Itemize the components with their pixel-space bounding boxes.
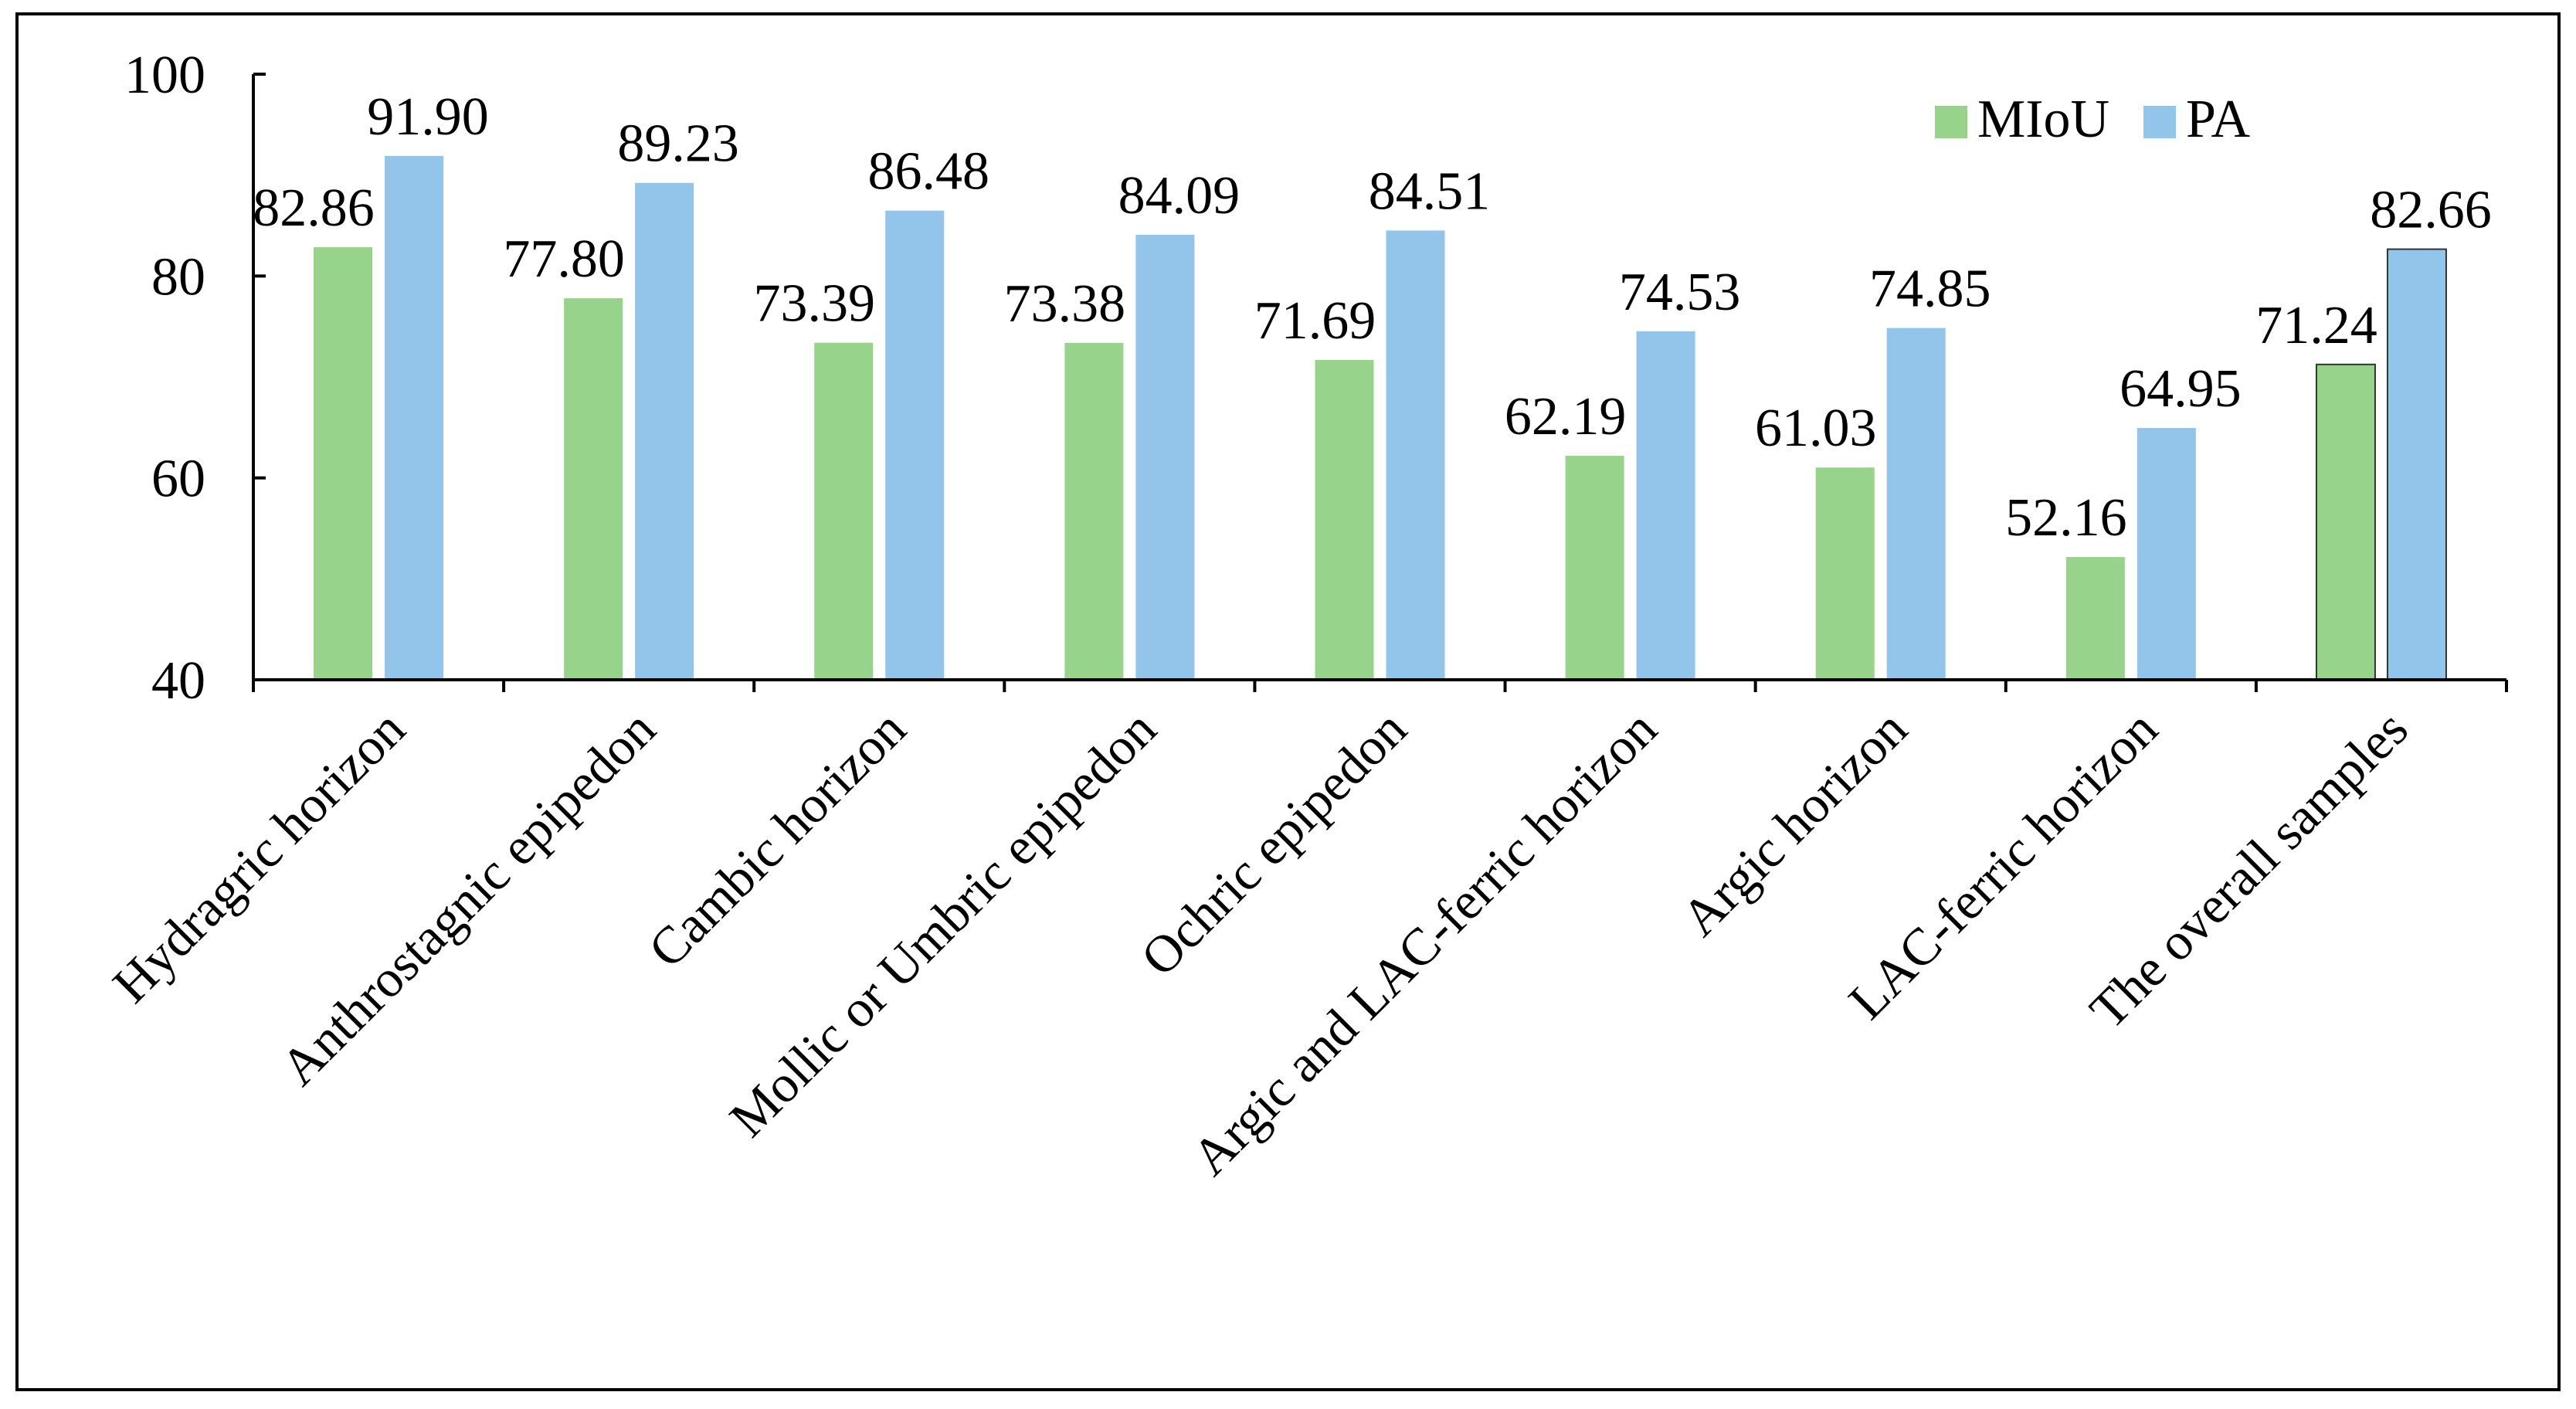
data-label-pa-1: 89.23: [617, 114, 739, 174]
bar-pa-2: [885, 210, 945, 680]
bar-miou-7: [2065, 557, 2125, 680]
bar-miou-5: [1565, 456, 1624, 680]
data-label-pa-0: 91.90: [367, 87, 489, 147]
data-label-pa-2: 86.48: [868, 142, 990, 202]
data-label-miou-4: 71.69: [1254, 291, 1376, 351]
data-label-miou-7: 52.16: [2005, 488, 2127, 548]
bar-pa-1: [635, 182, 694, 680]
bar-miou-0: [314, 246, 373, 681]
bar-miou-6: [1815, 467, 1875, 680]
data-label-pa-5: 74.53: [1619, 263, 1741, 322]
bar-miou-1: [564, 298, 623, 680]
data-label-miou-1: 77.80: [503, 229, 625, 289]
bar-pa-7: [2136, 427, 2196, 680]
data-label-miou-0: 82.86: [253, 178, 375, 238]
bar-pa-5: [1636, 331, 1695, 680]
bar-pa-4: [1386, 230, 1445, 680]
y-tick-label-2: 80: [151, 247, 205, 307]
bar-pa-3: [1135, 234, 1195, 681]
bar-miou-3: [1064, 342, 1124, 680]
bar-miou-4: [1315, 359, 1374, 680]
data-label-miou-5: 62.19: [1505, 387, 1627, 446]
legend-label-miou: MIoU: [1977, 90, 2109, 149]
bar-pa-0: [385, 155, 444, 681]
y-tick-label-0: 40: [151, 651, 205, 711]
legend-swatch-miou: [1935, 106, 1967, 138]
data-label-pa-3: 84.09: [1118, 166, 1240, 226]
bar-miou-2: [814, 342, 874, 680]
y-tick-label-3: 100: [124, 46, 205, 105]
data-label-miou-8: 71.24: [2255, 296, 2377, 355]
legend-label-pa: PA: [2186, 90, 2251, 149]
data-label-pa-8: 82.66: [2370, 181, 2492, 240]
data-label-miou-6: 61.03: [1755, 399, 1877, 458]
y-tick-label-1: 60: [151, 450, 205, 509]
bar-miou-8: [2315, 363, 2376, 681]
data-label-pa-6: 74.85: [1869, 260, 1991, 319]
data-label-pa-4: 84.51: [1369, 161, 1491, 221]
legend-swatch-pa: [2143, 106, 2176, 138]
bar-pa-8: [2386, 248, 2447, 681]
data-label-miou-2: 73.39: [754, 274, 876, 334]
data-label-pa-7: 64.95: [2120, 359, 2242, 419]
data-label-miou-3: 73.38: [1004, 274, 1126, 334]
bar-pa-6: [1886, 328, 1946, 680]
